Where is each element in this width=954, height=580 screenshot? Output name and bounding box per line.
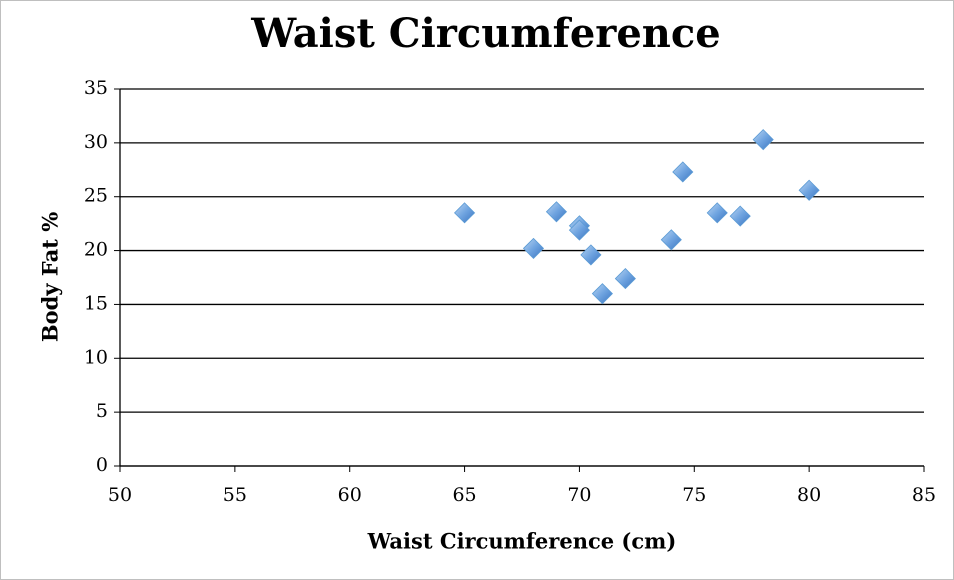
x-tick-label: 55 (223, 484, 247, 506)
y-tick-label: 0 (96, 454, 108, 476)
x-tick-label: 65 (452, 484, 476, 506)
point (545, 201, 568, 223)
point (591, 283, 613, 305)
point (568, 219, 590, 241)
point (798, 179, 820, 201)
point (580, 244, 602, 266)
y-tick-label: 30 (84, 131, 108, 153)
point (706, 202, 728, 224)
point (522, 237, 545, 259)
point (614, 268, 636, 290)
x-tick-label: 85 (912, 484, 936, 506)
y-tick-label: 20 (84, 239, 108, 261)
y-tick-label: 15 (84, 292, 108, 314)
x-tick-label: 80 (797, 484, 821, 506)
point (729, 205, 751, 227)
x-tick-label: 50 (108, 484, 132, 506)
y-tick-label: 5 (96, 400, 108, 422)
y-tick-label: 10 (84, 346, 108, 368)
point (454, 202, 476, 224)
x-tick-label: 60 (338, 484, 362, 506)
point (672, 161, 694, 183)
y-tick-label: 35 (84, 77, 108, 99)
y-axis-label: Body Fat % (38, 212, 63, 342)
chart-title: Waist Circumference (250, 10, 720, 57)
point (660, 229, 682, 251)
point (752, 129, 774, 151)
x-tick-label: 70 (567, 484, 591, 506)
x-axis-label: Waist Circumference (cm) (367, 529, 677, 554)
y-tick-label: 25 (84, 185, 108, 207)
x-tick-label: 75 (682, 484, 706, 506)
